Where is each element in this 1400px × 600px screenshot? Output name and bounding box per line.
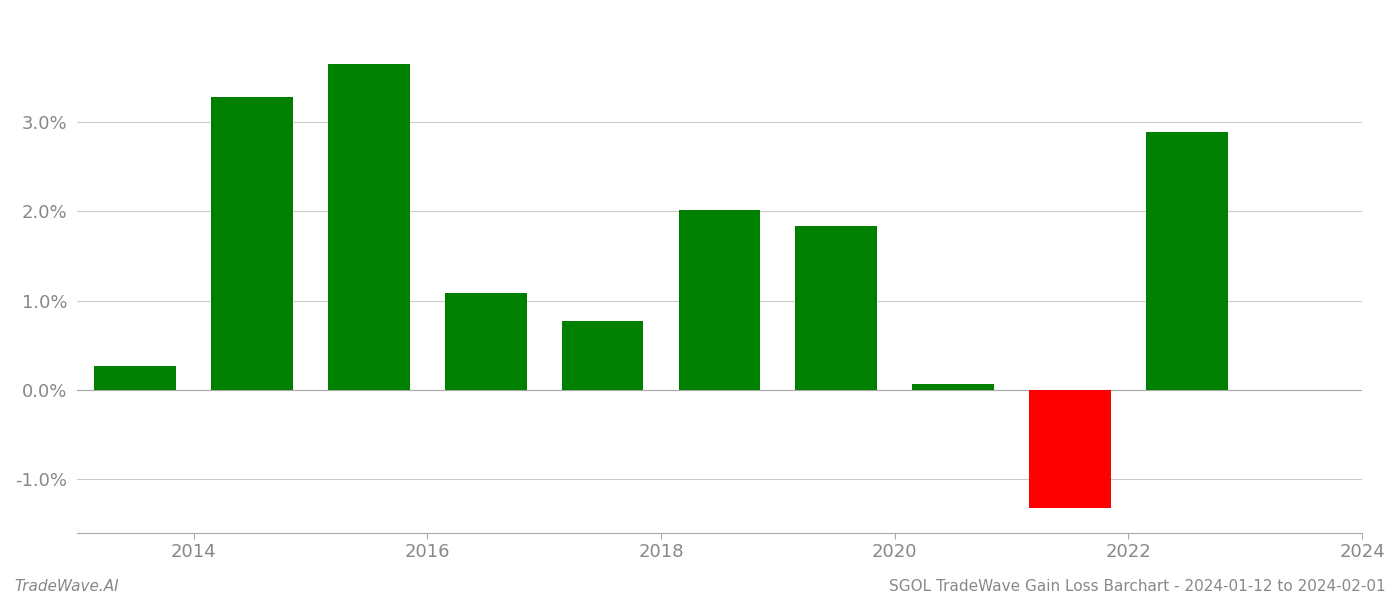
Text: TradeWave.AI: TradeWave.AI xyxy=(14,579,119,594)
Bar xyxy=(445,293,526,390)
Bar xyxy=(328,64,410,390)
Bar xyxy=(561,321,644,390)
Text: SGOL TradeWave Gain Loss Barchart - 2024-01-12 to 2024-02-01: SGOL TradeWave Gain Loss Barchart - 2024… xyxy=(889,579,1386,594)
Bar xyxy=(94,366,176,390)
Bar xyxy=(1029,390,1110,508)
Bar xyxy=(211,97,293,390)
Bar xyxy=(913,383,994,390)
Bar xyxy=(679,211,760,390)
Bar xyxy=(795,226,878,390)
Bar xyxy=(1147,132,1228,390)
